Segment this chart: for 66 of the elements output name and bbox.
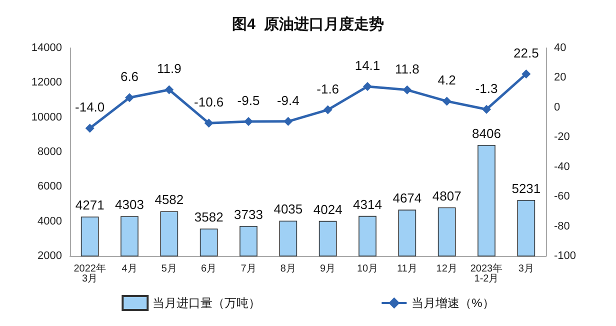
data-label: 4.2 <box>438 72 456 88</box>
data-label: 4582 <box>154 192 184 208</box>
x-tick-label: 10月 <box>356 264 378 274</box>
data-label: -9.5 <box>237 93 260 108</box>
x-tick-label: 7月 <box>240 264 256 274</box>
data-label: 4024 <box>313 202 342 217</box>
data-label: -1.6 <box>316 81 340 96</box>
point <box>402 85 412 94</box>
data-label: -10.6 <box>194 94 224 110</box>
data-label: 4674 <box>392 190 422 206</box>
x-tick-label: 2022年 3月 <box>74 262 106 284</box>
y-tick-label: 10000 <box>31 111 62 124</box>
point <box>363 82 372 91</box>
data-label: 14.1 <box>354 58 380 73</box>
x-tick-label: 8月 <box>280 264 296 274</box>
point <box>442 96 452 106</box>
legend-label: 当月增速（%） <box>412 296 494 310</box>
point <box>522 70 531 78</box>
data-label: 4303 <box>115 197 144 212</box>
data-label: 6.6 <box>120 69 139 84</box>
data-label: 11.8 <box>394 61 420 76</box>
legend-label: 当月进口量（万吨） <box>152 296 261 310</box>
y-tick-label: 6000 <box>38 180 62 193</box>
data-label: 5231 <box>512 180 541 196</box>
data-label: 4035 <box>274 202 303 217</box>
point <box>284 116 293 126</box>
data-label: 3582 <box>194 210 224 225</box>
point <box>125 93 134 102</box>
point <box>164 85 174 94</box>
data-label: -14.0 <box>75 100 105 115</box>
y2-tick-label: -60 <box>554 190 570 203</box>
data-label: -9.4 <box>276 92 300 108</box>
y-tick-label: 12000 <box>31 76 62 89</box>
y2-tick-label: -40 <box>554 160 570 173</box>
data-label: 3733 <box>234 206 263 222</box>
point <box>204 118 214 128</box>
y2-tick-label: 20 <box>554 72 566 84</box>
point <box>482 104 491 114</box>
y-tick-label: 2000 <box>38 250 62 262</box>
data-label: 4271 <box>75 198 104 213</box>
data-label: 8406 <box>472 126 501 141</box>
data-label: 4314 <box>353 196 382 212</box>
x-tick-label: 6月 <box>201 264 217 274</box>
x-tick-label: 3月 <box>518 264 534 274</box>
data-label: 11.9 <box>156 61 182 76</box>
y-tick-label: 14000 <box>31 42 62 54</box>
y2-tick-label: 40 <box>554 42 566 54</box>
y2-tick-label: 0 <box>554 101 560 114</box>
x-tick-label: 11月 <box>396 264 418 274</box>
y-tick-label: 4000 <box>38 215 62 228</box>
x-tick-label: 5月 <box>161 264 177 274</box>
y2-tick-label: -20 <box>554 131 570 144</box>
point <box>323 105 332 114</box>
point <box>85 124 94 133</box>
y2-tick-label: -100 <box>554 250 576 262</box>
data-label: 22.5 <box>514 46 539 60</box>
x-tick-label: 4月 <box>122 264 138 274</box>
y2-tick-label: -80 <box>554 220 570 232</box>
x-tick-label: 12月 <box>436 264 458 274</box>
data-label: 4807 <box>432 188 462 204</box>
x-tick-label: 9月 <box>320 264 336 274</box>
x-tick-label: 2023年 1-2月 <box>470 262 503 284</box>
data-label: -1.3 <box>475 80 498 96</box>
chart-title: 图4 原油进口月度走势 <box>232 15 384 33</box>
point <box>244 117 253 126</box>
y-tick-label: 8000 <box>38 146 62 158</box>
